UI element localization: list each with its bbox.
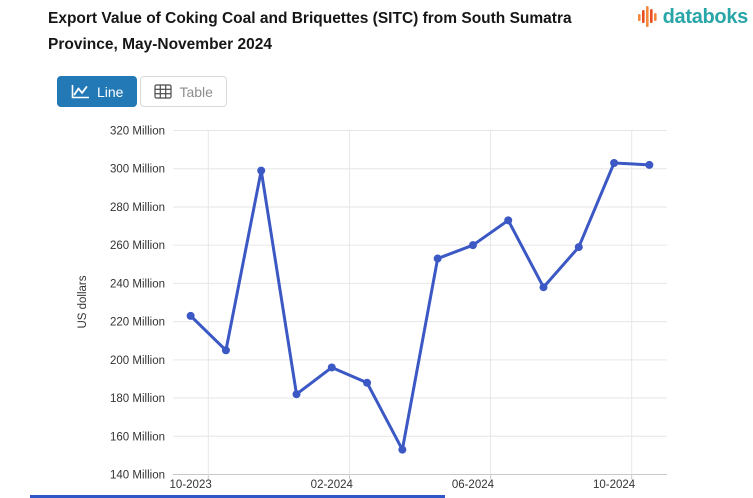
cropped-bottom-element [30, 495, 445, 498]
data-point[interactable] [504, 216, 513, 225]
data-point[interactable] [363, 378, 372, 387]
y-tick-label: 320 Million [110, 126, 165, 138]
databoks-logo-icon [637, 6, 657, 27]
data-point[interactable] [468, 241, 477, 250]
data-point[interactable] [610, 158, 619, 167]
series-line [189, 161, 651, 452]
y-tick-label: 240 Million [110, 278, 165, 290]
data-point[interactable] [257, 166, 266, 175]
data-point[interactable] [433, 254, 442, 263]
data-point[interactable] [398, 445, 407, 454]
y-tick-label: 220 Million [110, 317, 165, 329]
data-point[interactable] [574, 243, 583, 252]
y-tick-label: 300 Million [110, 164, 165, 176]
table-view-button[interactable]: Table [140, 76, 227, 107]
data-point[interactable] [292, 390, 301, 399]
y-tick-label: 180 Million [110, 393, 165, 405]
data-point[interactable] [645, 160, 654, 169]
x-tick-label: 10-2024 [593, 479, 636, 491]
line-chart-icon [71, 85, 89, 99]
y-tick-label: 280 Million [110, 202, 165, 214]
table-icon [154, 84, 173, 99]
y-tick-label: 140 Million [110, 470, 165, 482]
x-tick-label: 10-2023 [170, 479, 212, 491]
data-point[interactable] [539, 283, 548, 292]
view-toggle: Line Table [57, 76, 227, 107]
x-tick-label: 02-2024 [311, 479, 354, 491]
y-tick-label: 160 Million [110, 431, 165, 443]
chart-title: Export Value of Coking Coal and Briquett… [48, 10, 572, 53]
data-point[interactable] [327, 363, 336, 372]
data-point[interactable] [186, 311, 195, 320]
y-axis-title: US dollars [77, 275, 89, 328]
table-view-label: Table [179, 83, 213, 100]
line-view-label: Line [97, 83, 124, 100]
data-point[interactable] [221, 346, 230, 355]
databoks-logo[interactable]: databoks [637, 4, 749, 30]
line-view-button[interactable]: Line [57, 76, 138, 107]
x-tick-label: 06-2024 [452, 479, 495, 491]
y-tick-label: 260 Million [110, 240, 165, 252]
y-tick-label: 200 Million [110, 355, 165, 367]
databoks-logo-text: databoks [662, 5, 749, 28]
